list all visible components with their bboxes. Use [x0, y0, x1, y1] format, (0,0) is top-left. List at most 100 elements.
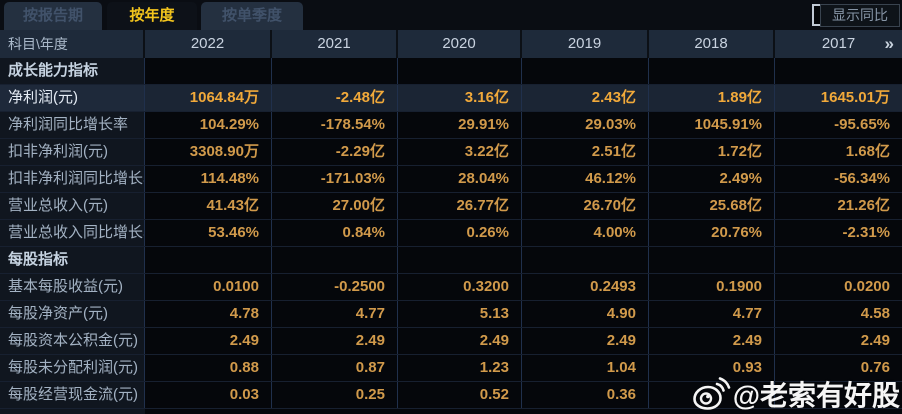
value-cell: 5.13: [398, 301, 522, 327]
value-cell: 20.76%: [649, 220, 775, 246]
value-cell: 3308.90万: [145, 139, 272, 165]
value-cell: [522, 58, 649, 84]
table-row[interactable]: 净利润同比增长率 104.29% -178.54% 29.91% 29.03% 1045.…: [0, 112, 902, 139]
value-cell: 0.84%: [272, 220, 398, 246]
value-cell: 26.70亿: [522, 193, 649, 219]
value-cell: 0.25: [272, 382, 398, 408]
row-label: 净利润同比增长率: [0, 112, 145, 138]
value-cell: [649, 247, 775, 273]
year-header: 2020: [398, 30, 522, 58]
table-row[interactable]: 每股资本公积金(元) 2.49 2.49 2.49 2.49 2.49 2.49: [0, 328, 902, 355]
value-cell: 46.12%: [522, 166, 649, 192]
value-cell: 0.26%: [398, 220, 522, 246]
row-label: 每股净资产(元): [0, 301, 145, 327]
value-cell: -56.34%: [775, 166, 902, 192]
value-cell: 2.49: [272, 328, 398, 354]
corner-header: 科目\年度: [0, 30, 145, 58]
value-cell: -95.65%: [775, 112, 902, 138]
value-cell: -178.54%: [272, 112, 398, 138]
value-cell: 4.77: [272, 301, 398, 327]
table-row[interactable]: 每股未分配利润(元) 0.88 0.87 1.23 1.04 0.93 0.76: [0, 355, 902, 382]
value-cell: 1045.91%: [649, 112, 775, 138]
section-row: 每股指标: [0, 247, 902, 274]
row-label: 每股未分配利润(元): [0, 355, 145, 381]
value-cell: 4.77: [649, 301, 775, 327]
value-cell: 28.04%: [398, 166, 522, 192]
value-cell: -2.48亿: [272, 85, 398, 111]
tab-by-quarter[interactable]: 按单季度: [201, 2, 303, 30]
row-label: 每股指标: [0, 247, 145, 273]
value-cell: 0.88: [145, 355, 272, 381]
value-cell: 0.52: [398, 382, 522, 408]
value-cell: 104.29%: [145, 112, 272, 138]
show-yoy-button[interactable]: 显示同比: [820, 4, 900, 27]
tab-by-year[interactable]: 按年度: [107, 2, 197, 30]
year-header: 2018: [649, 30, 775, 58]
value-cell: 0.2493: [522, 274, 649, 300]
value-cell: 1.04: [522, 355, 649, 381]
value-cell: 1.89亿: [649, 85, 775, 111]
row-label: 成长能力指标: [0, 58, 145, 84]
value-cell: [398, 247, 522, 273]
year-header: 2021: [272, 30, 398, 58]
value-cell: 2.51亿: [522, 139, 649, 165]
value-cell: [649, 382, 775, 408]
table-row[interactable]: 扣非净利润(元) 3308.90万 -2.29亿 3.22亿 2.51亿 1.72亿 1.6…: [0, 139, 902, 166]
row-label: 基本每股收益(元): [0, 274, 145, 300]
table-row[interactable]: 营业总收入同比增长率 53.46% 0.84% 0.26% 4.00% 20.76% -2.…: [0, 220, 902, 247]
value-cell: 1.72亿: [649, 139, 775, 165]
row-label: 营业总收入(元): [0, 193, 145, 219]
section-row: 成长能力指标: [0, 58, 902, 85]
table-header-row: 科目\年度 2022 2021 2020 2019 2018 2017»: [0, 30, 902, 58]
value-cell: -171.03%: [272, 166, 398, 192]
table-row[interactable]: 净利润(元) 1064.84万 -2.48亿 3.16亿 2.43亿 1.89亿 1645.…: [0, 85, 902, 112]
year-header: 2017»: [775, 30, 902, 58]
value-cell: 26.77亿: [398, 193, 522, 219]
value-cell: 0.0100: [145, 274, 272, 300]
value-cell: 2.49: [522, 328, 649, 354]
value-cell: 53.46%: [145, 220, 272, 246]
value-cell: 2.43亿: [522, 85, 649, 111]
value-cell: 4.58: [775, 301, 902, 327]
value-cell: 4.00%: [522, 220, 649, 246]
row-label: 扣非净利润(元): [0, 139, 145, 165]
value-cell: 0.87: [272, 355, 398, 381]
tab-bar: 按报告期 按年度 按单季度 显示同比: [0, 0, 902, 30]
table-row[interactable]: 每股经营现金流(元) 0.03 0.25 0.52 0.36: [0, 382, 902, 409]
table-row[interactable]: 基本每股收益(元) 0.0100 -0.2500 0.3200 0.2493 0.1900…: [0, 274, 902, 301]
value-cell: [649, 58, 775, 84]
financial-table: 科目\年度 2022 2021 2020 2019 2018 2017» 成长能力指标 净利…: [0, 30, 902, 414]
row-label: 净利润(元): [0, 85, 145, 111]
value-cell: 25.68亿: [649, 193, 775, 219]
value-cell: 29.91%: [398, 112, 522, 138]
more-years-icon[interactable]: »: [884, 34, 894, 53]
value-cell: 0.76: [775, 355, 902, 381]
value-cell: 29.03%: [522, 112, 649, 138]
value-cell: 0.93: [649, 355, 775, 381]
year-header: 2019: [522, 30, 649, 58]
row-label: 每股资本公积金(元): [0, 328, 145, 354]
value-cell: [775, 58, 902, 84]
value-cell: 4.90: [522, 301, 649, 327]
value-cell: 1645.01万: [775, 85, 902, 111]
value-cell: -0.2500: [272, 274, 398, 300]
value-cell: 0.0200: [775, 274, 902, 300]
value-cell: 27.00亿: [272, 193, 398, 219]
table-row[interactable]: 营业总收入(元) 41.43亿 27.00亿 26.77亿 26.70亿 25.68亿 21…: [0, 193, 902, 220]
value-cell: 41.43亿: [145, 193, 272, 219]
row-label: 扣非净利润同比增长率: [0, 166, 145, 192]
value-cell: 2.49: [145, 328, 272, 354]
table-row[interactable]: 扣非净利润同比增长率 114.48% -171.03% 28.04% 46.12% 2.4…: [0, 166, 902, 193]
table-row[interactable]: 每股净资产(元) 4.78 4.77 5.13 4.90 4.77 4.58: [0, 301, 902, 328]
value-cell: 0.1900: [649, 274, 775, 300]
next-row-sliver: [0, 409, 902, 414]
tab-by-report-period[interactable]: 按报告期: [4, 2, 102, 30]
value-cell: 2.49%: [649, 166, 775, 192]
value-cell: 114.48%: [145, 166, 272, 192]
value-cell: 2.49: [649, 328, 775, 354]
value-cell: [145, 58, 272, 84]
value-cell: 0.3200: [398, 274, 522, 300]
value-cell: [145, 247, 272, 273]
table-body: 成长能力指标 净利润(元) 1064.84万 -2.48亿 3.16亿 2.43亿 1.89…: [0, 58, 902, 409]
value-cell: [775, 382, 902, 408]
